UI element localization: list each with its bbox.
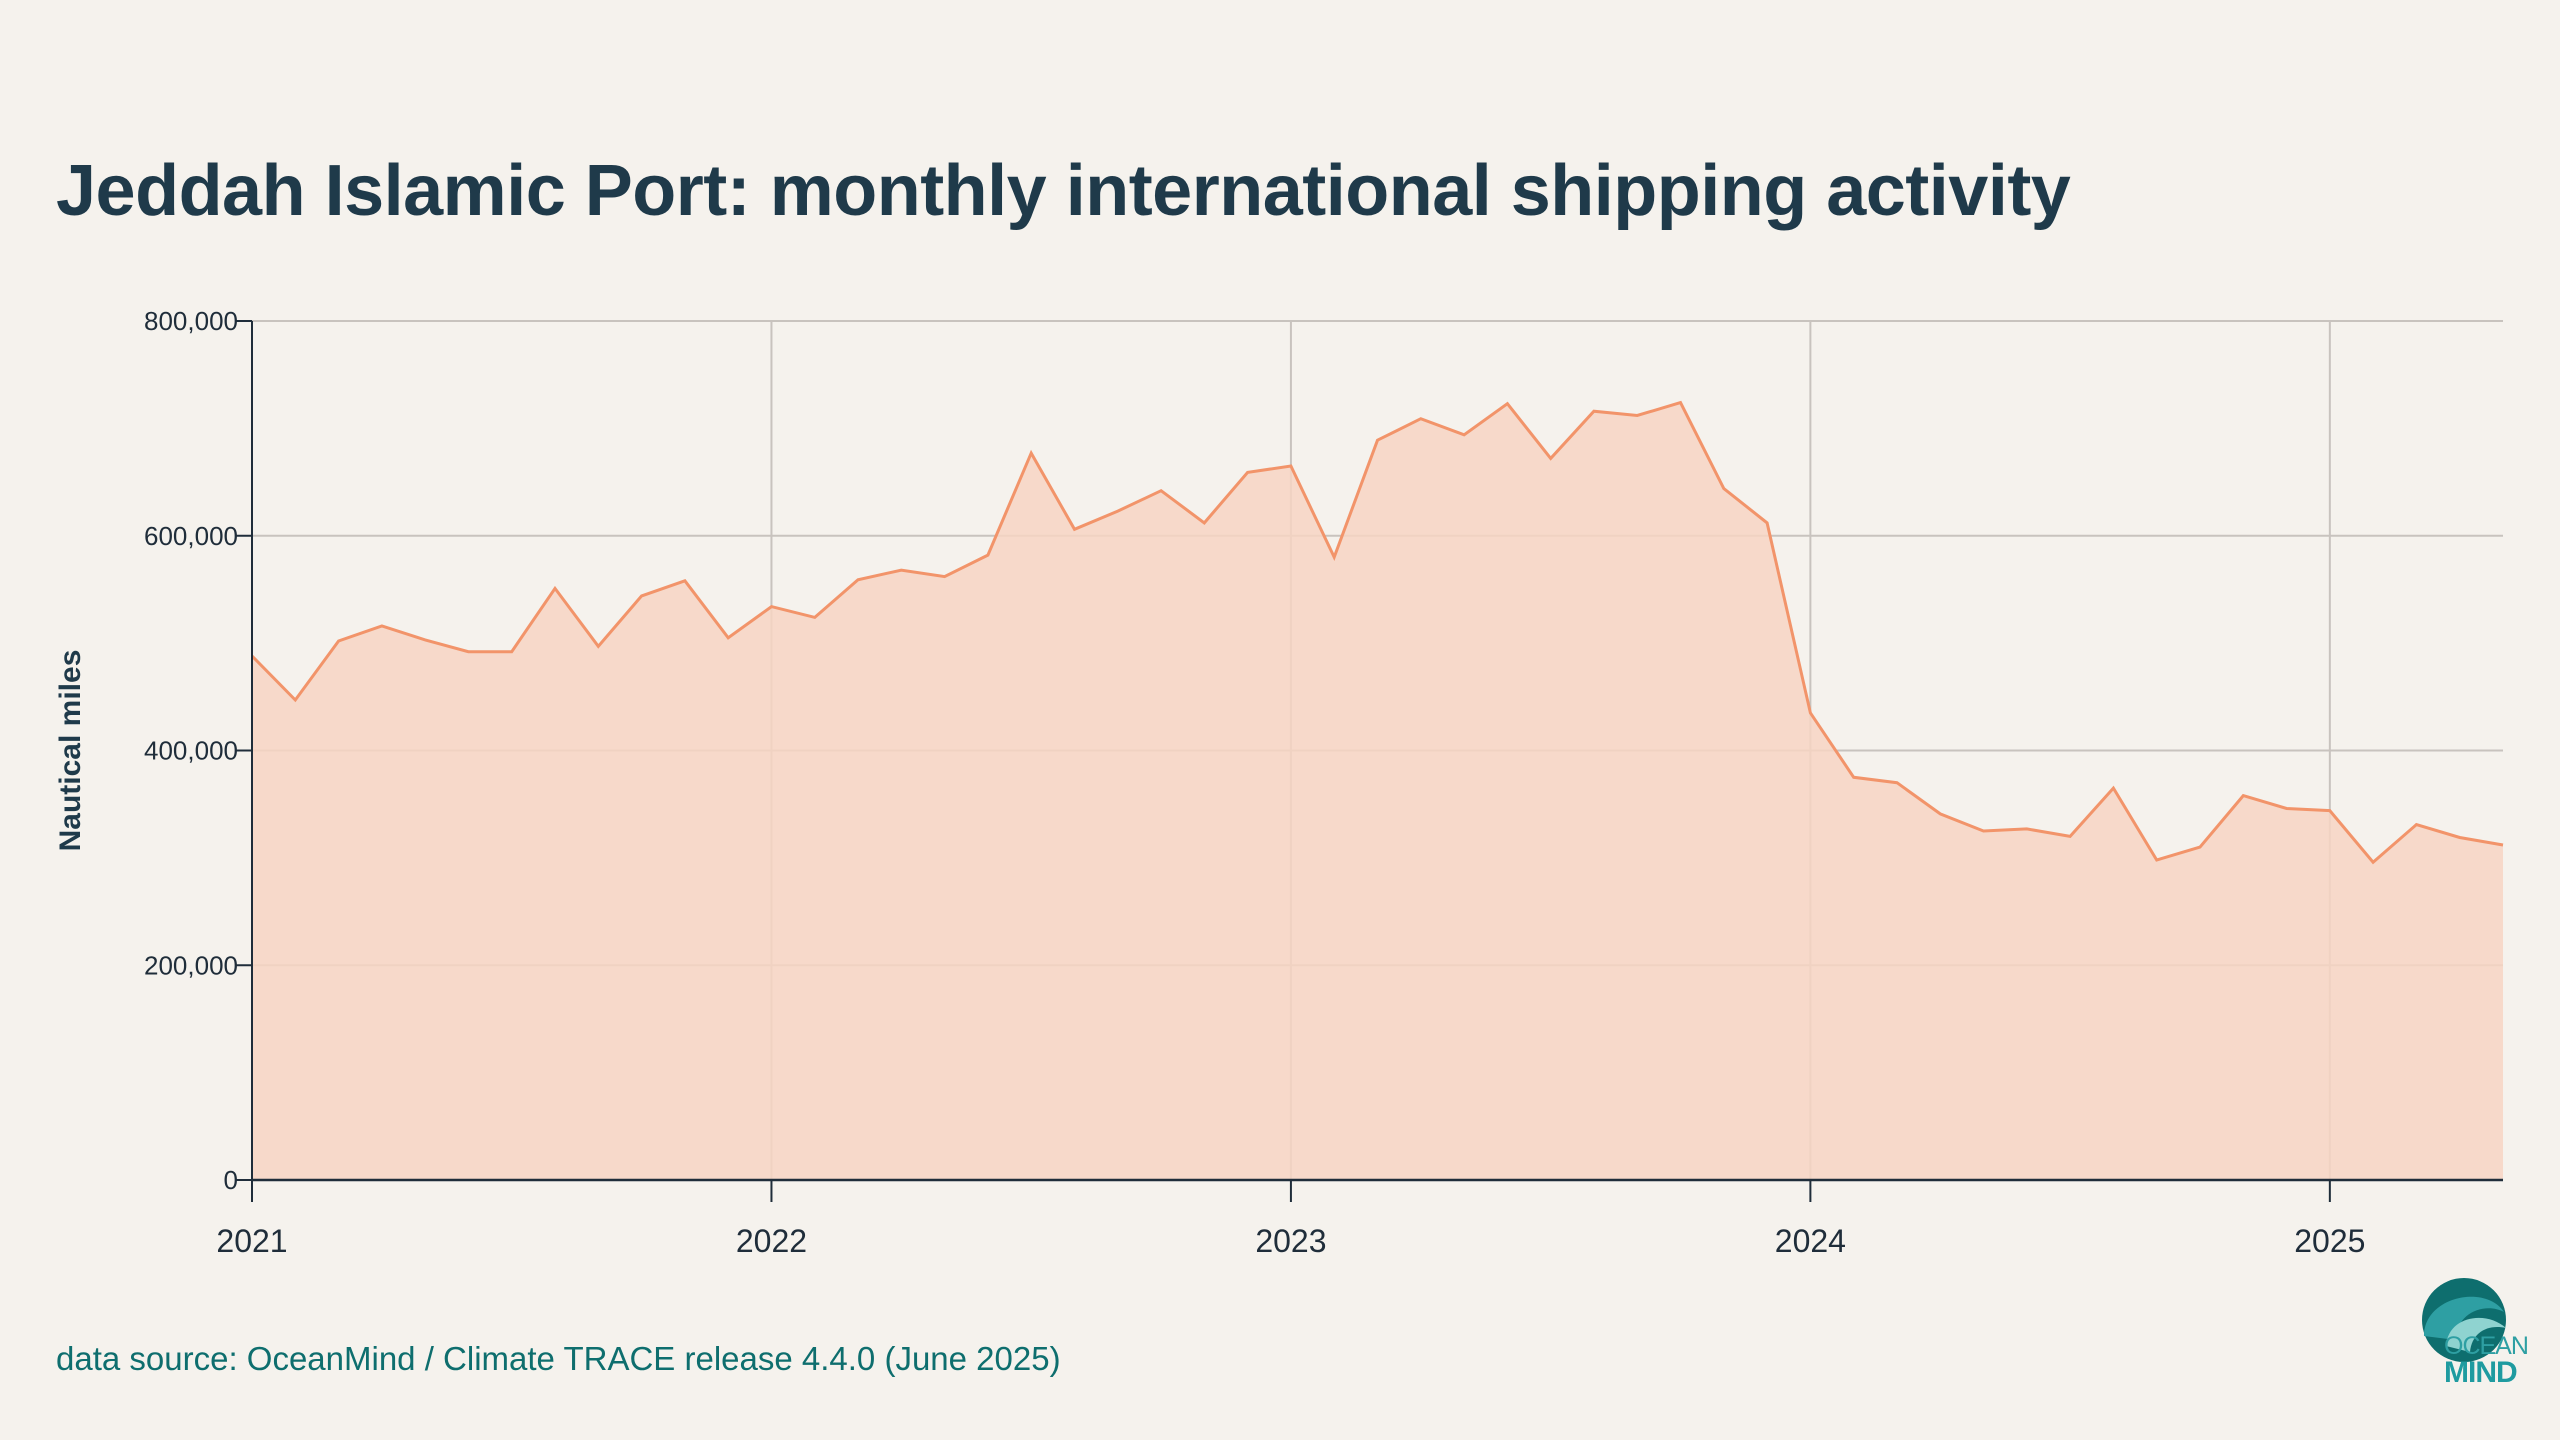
- logo-text-ocean: OCEAN: [2444, 1332, 2529, 1360]
- y-axis-ticks: 0 200,000 400,000 600,000 800,000: [144, 306, 252, 1195]
- wave-icon: [2422, 1278, 2506, 1362]
- y-tick-label: 400,000: [144, 736, 238, 766]
- chart-title: Jeddah Islamic Port: monthly internation…: [56, 151, 2071, 231]
- y-tick-label: 0: [224, 1165, 238, 1195]
- oceanmind-logo: OCEAN MIND: [2416, 1276, 2529, 1406]
- y-tick-label: 200,000: [144, 950, 238, 980]
- data-source: data source: OceanMind / Climate TRACE r…: [56, 1340, 1061, 1377]
- x-tick-label: 2023: [1255, 1223, 1326, 1259]
- x-tick-label: 2022: [736, 1223, 807, 1259]
- x-tick-label: 2025: [2294, 1223, 2365, 1259]
- y-axis-label: Nautical miles: [54, 650, 87, 852]
- logo-text-mind: MIND: [2444, 1356, 2518, 1389]
- x-tick-label: 2024: [1775, 1223, 1846, 1259]
- x-tick-label: 2021: [216, 1223, 287, 1259]
- x-axis-ticks: 2021 2022 2023 2024 2025: [216, 1180, 2365, 1259]
- area-fill: [252, 402, 2503, 1181]
- series-line: [250, 400, 2504, 865]
- y-tick-label: 600,000: [144, 521, 238, 551]
- y-tick-label: 800,000: [144, 306, 238, 336]
